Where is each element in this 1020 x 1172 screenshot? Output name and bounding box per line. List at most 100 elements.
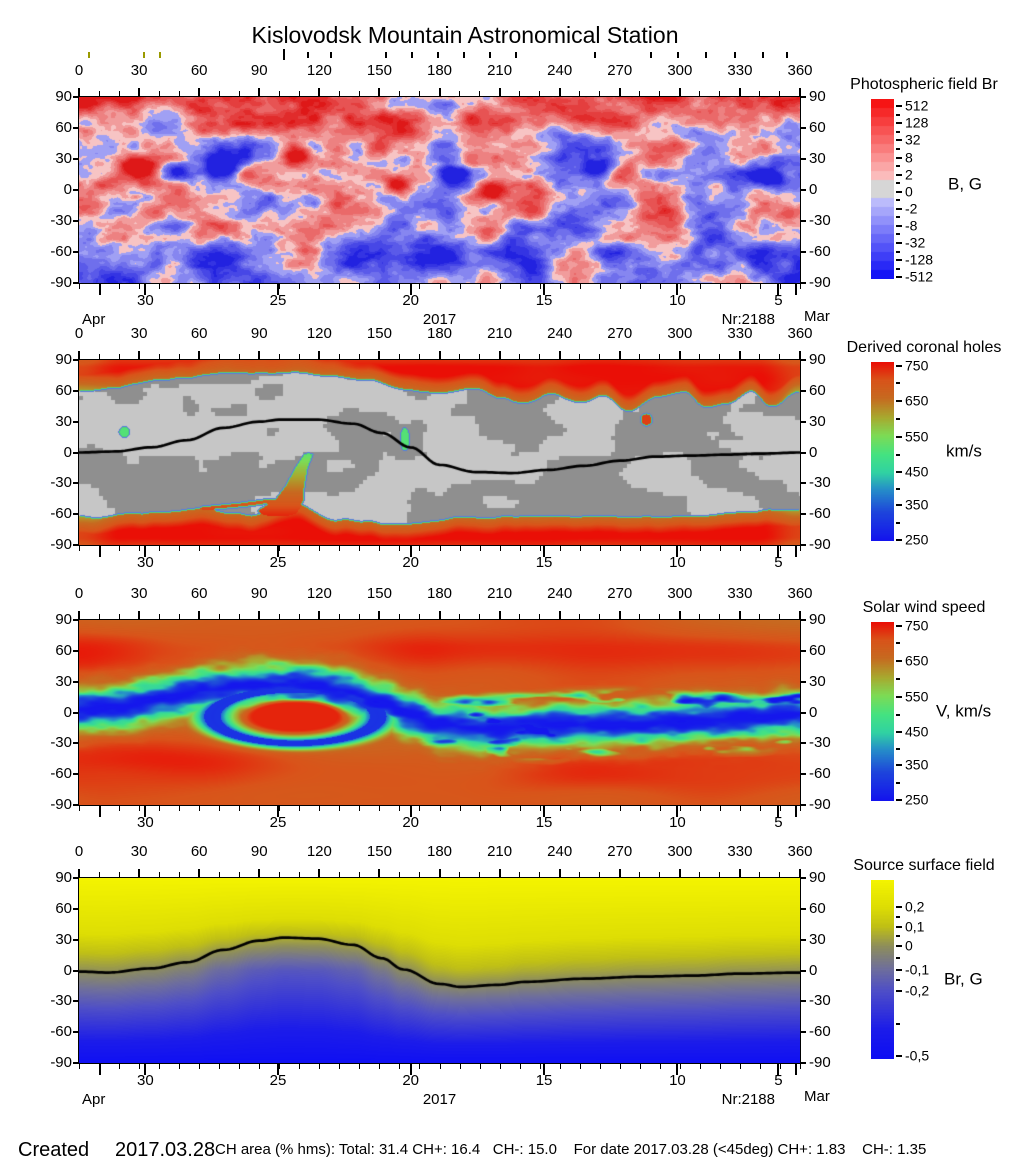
lon-tick-mark-bottom xyxy=(219,806,221,811)
lat-tick-label: -60 xyxy=(50,504,72,522)
map-coronal-holes xyxy=(79,360,800,545)
year-label: 2017 xyxy=(422,1091,457,1108)
colorbar-minor-tick xyxy=(896,182,900,185)
day-tick-label: 25 xyxy=(269,1072,287,1089)
lon-tick-mark xyxy=(479,614,481,619)
colorbar-minor-tick xyxy=(896,915,900,918)
lon-tick-mark-bottom xyxy=(759,546,761,551)
lon-tick-mark xyxy=(118,872,120,877)
colorbar-tick-label: -128 xyxy=(905,251,934,268)
lon-tick-mark-bottom xyxy=(659,806,661,811)
lon-tick-mark xyxy=(238,354,240,359)
lat-tick-label: 60 xyxy=(809,381,826,399)
colorbar-minor-tick xyxy=(896,199,900,202)
lon-tick-mark xyxy=(699,872,701,877)
lat-tick-mark xyxy=(801,877,806,879)
lat-tick-mark xyxy=(801,158,806,160)
lon-tick-mark-bottom xyxy=(179,546,181,551)
lon-tick-mark xyxy=(378,88,381,96)
lat-tick-mark xyxy=(801,742,806,745)
day-tick-mark xyxy=(409,806,412,817)
lon-tick-mark xyxy=(198,869,201,877)
lon-tick-mark xyxy=(479,91,481,96)
lat-tick-mark xyxy=(73,127,78,129)
lat-tick-label: -60 xyxy=(50,1022,72,1040)
colorbar-title: Source surface field xyxy=(853,857,995,874)
lon-tick-mark-bottom xyxy=(239,1064,241,1069)
lon-tick-mark xyxy=(738,869,741,877)
day-tick-label: 15 xyxy=(535,814,553,831)
lon-tick-mark-bottom xyxy=(419,284,421,289)
lon-tick-mark-bottom xyxy=(379,284,381,289)
colorbar-tick-mark xyxy=(896,989,902,992)
lon-tick-mark-bottom xyxy=(419,1064,421,1069)
lon-tick-mark xyxy=(599,91,601,96)
lat-tick-label: 30 xyxy=(55,930,72,948)
lon-tick-mark-bottom xyxy=(299,806,301,811)
day-tick-mark xyxy=(144,546,147,557)
lon-tick-label: 210 xyxy=(487,585,513,602)
lon-tick-mark-bottom xyxy=(319,284,321,289)
lon-tick-mark-bottom xyxy=(519,1064,521,1069)
lon-tick-label: 240 xyxy=(547,62,573,79)
colorbar-tick-mark xyxy=(896,224,902,227)
lon-tick-mark xyxy=(678,88,681,96)
lon-tick-mark xyxy=(459,614,461,619)
lon-tick-mark-bottom xyxy=(299,1064,301,1069)
day-tick-label: 20 xyxy=(402,1072,419,1089)
lon-tick-mark-bottom xyxy=(599,806,601,811)
lon-tick-mark-bottom xyxy=(719,1064,721,1069)
lon-tick-label: 240 xyxy=(547,843,573,860)
day-tick-mark xyxy=(795,1064,798,1075)
colorbar-tick-label: 650 xyxy=(905,652,929,669)
colorbar-tick-mark xyxy=(896,731,902,734)
lon-tick-mark xyxy=(178,872,180,877)
map-frame-source-surface-field xyxy=(78,877,801,1064)
lon-tick-mark xyxy=(759,354,761,359)
lon-tick-mark xyxy=(579,872,581,877)
lon-tick-mark xyxy=(158,354,160,359)
lon-tick-mark-bottom xyxy=(219,546,221,551)
lat-tick-mark xyxy=(73,1062,78,1064)
day-tick-mark xyxy=(98,284,101,295)
lat-tick-label: -60 xyxy=(809,1022,831,1040)
lon-tick-mark xyxy=(719,872,721,877)
lon-tick-mark xyxy=(618,88,621,96)
lat-tick-label: 0 xyxy=(63,961,72,979)
day-tick-mark xyxy=(676,1064,679,1075)
lon-tick-mark xyxy=(759,91,761,96)
lat-tick-mark xyxy=(801,680,806,683)
colorbar-tick-label: 32 xyxy=(905,131,921,148)
day-tick-label: 25 xyxy=(269,292,287,309)
lon-tick-label: 300 xyxy=(667,325,693,342)
day-tick-mark xyxy=(676,284,679,295)
lon-tick-mark xyxy=(298,91,300,96)
lon-tick-mark xyxy=(218,91,220,96)
lat-tick-mark xyxy=(73,189,78,191)
observation-tick xyxy=(515,52,518,58)
lon-tick-mark-bottom xyxy=(219,1064,221,1069)
lat-tick-label: 60 xyxy=(55,899,72,917)
colorbar-tick-label: 550 xyxy=(905,688,929,705)
lat-tick-mark xyxy=(73,282,78,284)
lon-tick-mark xyxy=(278,614,280,619)
colorbar-minor-tick xyxy=(896,147,900,150)
day-tick-label: 5 xyxy=(774,554,783,571)
day-tick-label: 30 xyxy=(136,292,154,309)
lon-tick-label: 300 xyxy=(667,843,693,860)
day-tick-mark xyxy=(409,284,412,295)
lat-tick-label: 90 xyxy=(55,350,72,368)
lon-tick-mark-bottom xyxy=(279,1064,281,1069)
colorbar-minor-tick xyxy=(896,956,900,959)
lon-tick-mark xyxy=(519,614,521,619)
lon-tick-mark xyxy=(338,614,340,619)
lon-tick-mark-bottom xyxy=(79,806,80,811)
lat-tick-label: -30 xyxy=(809,992,831,1010)
lat-tick-label: 90 xyxy=(809,868,826,886)
colorbar-minor-tick xyxy=(896,165,900,168)
day-tick-mark xyxy=(676,546,679,557)
colorbar-solar-wind-speed xyxy=(871,622,894,801)
lon-tick-mark-bottom xyxy=(239,806,241,811)
day-tick-mark xyxy=(276,806,279,817)
lat-tick-mark xyxy=(801,189,806,191)
